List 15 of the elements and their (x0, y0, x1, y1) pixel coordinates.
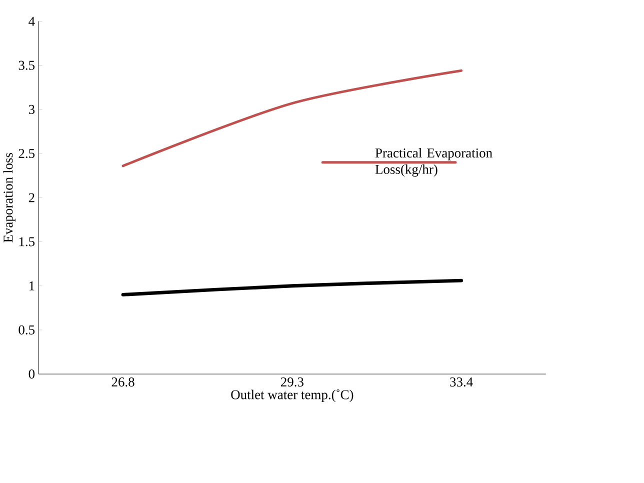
y-tick-label: 4 (28, 16, 35, 26)
text: Practical Evaporation Loss(kg/hr) (375, 148, 492, 177)
y-tick-label: 0.5 (18, 325, 35, 334)
y-tick-label: 2 (28, 193, 34, 202)
y-tick-label: 3 (28, 104, 35, 114)
y-tick-label: 1.5 (19, 237, 35, 246)
x-tick-label: 29.3 (280, 377, 304, 386)
y-tick-label: 1 (29, 281, 34, 290)
x-tick-label: 26.8 (112, 377, 134, 386)
y-tick-label: 0 (28, 369, 35, 378)
y-axis-title: Evaporation loss (3, 152, 16, 242)
y-tick-label: 3.5 (18, 60, 35, 70)
y-tick-label: 2.5 (18, 148, 35, 158)
x-axis-title: Outlet water temp.(˚C) (231, 389, 354, 402)
x-tick-label: 33.4 (450, 377, 473, 386)
